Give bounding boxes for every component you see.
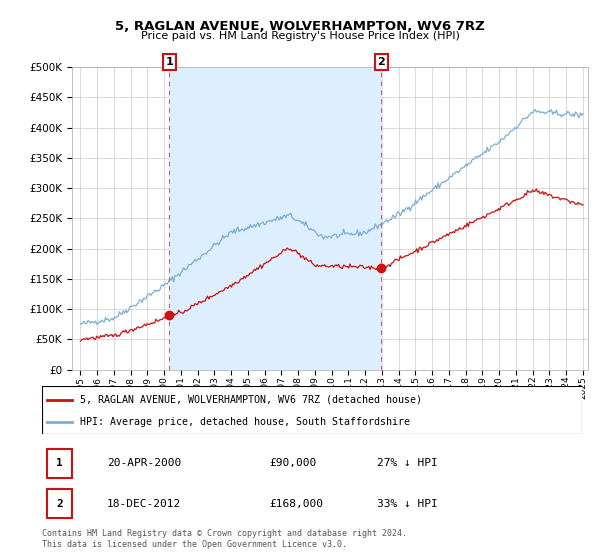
Text: Price paid vs. HM Land Registry's House Price Index (HPI): Price paid vs. HM Land Registry's House …	[140, 31, 460, 41]
Text: 1: 1	[165, 57, 173, 67]
FancyBboxPatch shape	[47, 449, 72, 478]
Text: 5, RAGLAN AVENUE, WOLVERHAMPTON, WV6 7RZ: 5, RAGLAN AVENUE, WOLVERHAMPTON, WV6 7RZ	[115, 20, 485, 32]
Text: 20-APR-2000: 20-APR-2000	[107, 459, 181, 468]
Text: £90,000: £90,000	[269, 459, 316, 468]
Bar	[169, 67, 381, 370]
Text: £168,000: £168,000	[269, 499, 323, 508]
Text: 2: 2	[377, 57, 385, 67]
Text: 5, RAGLAN AVENUE, WOLVERHAMPTON, WV6 7RZ (detached house): 5, RAGLAN AVENUE, WOLVERHAMPTON, WV6 7RZ…	[80, 395, 422, 405]
Text: 2: 2	[56, 499, 63, 508]
FancyBboxPatch shape	[42, 386, 582, 434]
Text: 1: 1	[56, 459, 63, 468]
Text: 18-DEC-2012: 18-DEC-2012	[107, 499, 181, 508]
Text: 33% ↓ HPI: 33% ↓ HPI	[377, 499, 437, 508]
Text: 27% ↓ HPI: 27% ↓ HPI	[377, 459, 437, 468]
FancyBboxPatch shape	[47, 489, 72, 519]
Text: HPI: Average price, detached house, South Staffordshire: HPI: Average price, detached house, Sout…	[80, 417, 410, 427]
Text: Contains HM Land Registry data © Crown copyright and database right 2024.
This d: Contains HM Land Registry data © Crown c…	[42, 529, 407, 549]
